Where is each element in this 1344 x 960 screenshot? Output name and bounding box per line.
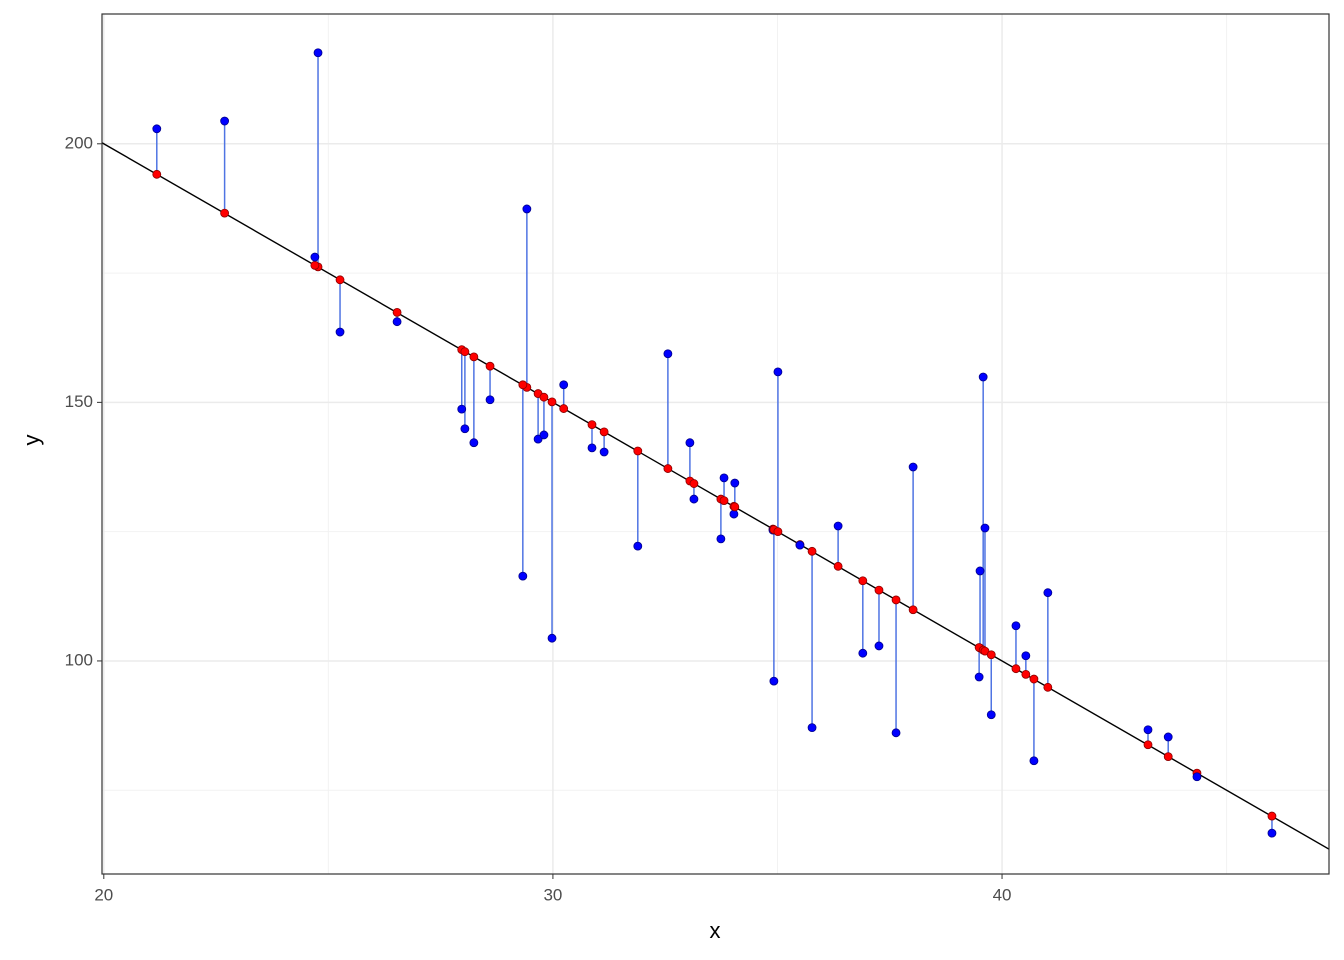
observed-point	[729, 509, 739, 519]
x-tick-label: 20	[94, 885, 113, 904]
fitted-point	[730, 502, 740, 512]
y-axis-title: y	[19, 435, 44, 446]
observed-point	[310, 252, 320, 262]
observed-point	[833, 521, 843, 531]
fit-line	[102, 142, 1329, 850]
observed-point	[975, 566, 985, 576]
fitted-point	[663, 464, 673, 473]
observed-point	[986, 710, 996, 720]
fitted-point	[1163, 752, 1173, 762]
observed-point	[730, 478, 740, 488]
observed-point	[547, 633, 557, 643]
fitted-point	[152, 169, 162, 179]
fitted-point	[833, 561, 843, 571]
observed-point	[719, 473, 729, 483]
observed-point	[795, 540, 805, 550]
observed-point	[1029, 756, 1039, 766]
fitted-point	[1143, 740, 1153, 750]
fitted-point	[310, 260, 320, 270]
observed-point	[769, 676, 779, 686]
observed-point	[335, 327, 345, 337]
fitted-point	[874, 585, 884, 595]
observed-point	[1163, 732, 1173, 742]
x-tick-label: 30	[543, 885, 562, 904]
fitted-point	[559, 404, 569, 413]
observed-point	[1143, 725, 1153, 735]
fitted-point	[719, 496, 729, 506]
fitted-point	[891, 595, 901, 605]
fitted-point	[599, 427, 609, 437]
fitted-point	[1011, 664, 1021, 674]
fitted-point	[469, 352, 479, 362]
observed-point	[978, 372, 988, 382]
observed-point	[599, 447, 609, 457]
y-tick-label: 100	[65, 650, 93, 669]
observed-point	[1267, 828, 1277, 838]
observed-point	[633, 541, 643, 551]
fitted-point	[392, 307, 402, 317]
observed-point	[313, 48, 323, 58]
fitted-point	[858, 576, 868, 586]
fitted-point	[986, 650, 996, 660]
observed-point	[1043, 588, 1053, 598]
observed-point	[460, 424, 470, 434]
observed-point	[891, 728, 901, 738]
fitted-point	[518, 380, 528, 390]
fitted-point	[485, 361, 495, 371]
fitted-point	[773, 527, 783, 537]
fitted-point	[1267, 811, 1277, 821]
observed-point	[469, 438, 479, 448]
observed-point	[539, 430, 549, 440]
observed-point	[1192, 772, 1202, 782]
observed-point	[716, 534, 726, 544]
fitted-point	[1043, 682, 1053, 692]
observed-point	[773, 367, 783, 377]
y-tick-label: 150	[65, 392, 93, 411]
observed-point	[980, 523, 990, 533]
fitted-point	[908, 605, 918, 615]
fitted-point	[335, 275, 345, 285]
fitted-point	[633, 446, 643, 456]
observed-point	[559, 380, 569, 390]
observed-point	[689, 494, 699, 504]
observed-point	[522, 204, 532, 214]
observed-point	[974, 672, 984, 682]
observed-point	[807, 723, 817, 733]
observed-point	[663, 349, 673, 359]
fitted-point	[460, 347, 470, 357]
observed-point	[1011, 621, 1021, 631]
observed-point	[392, 317, 402, 327]
observed-point	[685, 438, 695, 448]
observed-point	[457, 404, 467, 414]
x-axis-title: x	[710, 918, 721, 943]
observed-point	[587, 443, 597, 453]
observed-point	[908, 462, 918, 472]
fitted-point	[1029, 674, 1039, 684]
fitted-point	[689, 479, 699, 488]
fitted-point	[220, 208, 230, 218]
observed-point	[874, 641, 884, 651]
fitted-point	[547, 397, 557, 407]
fitted-point	[587, 420, 597, 430]
observed-point	[858, 648, 868, 658]
observed-point	[485, 395, 495, 405]
observed-point	[1021, 651, 1031, 661]
observed-point	[220, 116, 230, 126]
observed-point	[152, 124, 162, 134]
observed-point	[518, 571, 528, 581]
fitted-point	[1021, 669, 1031, 679]
x-tick-label: 40	[993, 885, 1012, 904]
y-tick-label: 200	[65, 133, 93, 152]
fitted-point	[807, 546, 817, 556]
panel-border	[101, 13, 1330, 875]
fitted-point	[539, 392, 549, 402]
